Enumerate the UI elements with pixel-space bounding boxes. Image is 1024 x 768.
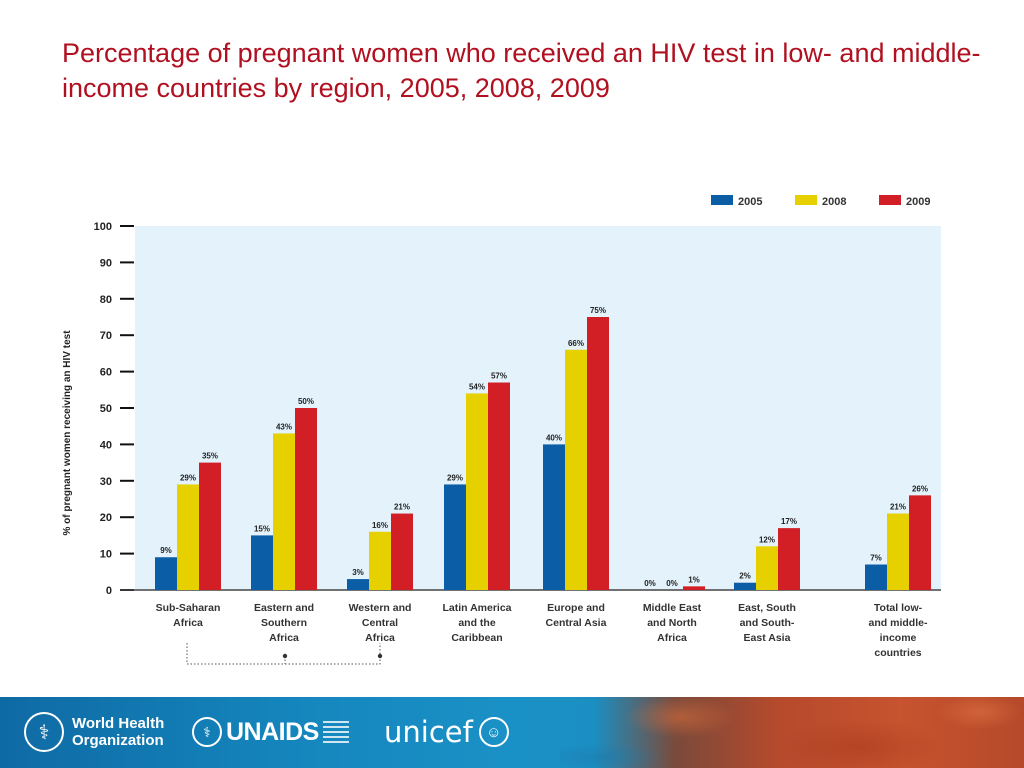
bar-2005 [155, 557, 177, 590]
data-label-2008: 12% [759, 535, 775, 544]
who-logo-line-1: World Health [72, 715, 165, 732]
legend-label-2008: 2008 [822, 196, 846, 208]
bar-2005 [251, 535, 273, 590]
category-label: Total low-and middle-income countries [869, 602, 928, 659]
bar-2009 [587, 317, 609, 590]
bracket-line [186, 643, 381, 665]
bracket-dot [377, 653, 383, 659]
unaids-logo-text: UNAIDS [226, 717, 319, 746]
y-tick-label: 50 [100, 403, 112, 415]
data-label-2005: 7% [870, 554, 882, 563]
who-logo-line-2: Organization [72, 732, 164, 749]
data-label-2005: 2% [739, 572, 751, 581]
category-label: Western and Central Africa [349, 602, 412, 644]
bar-2008 [177, 484, 199, 590]
world-map-texture [560, 697, 1024, 768]
bar-2005 [734, 582, 756, 590]
bar-2008 [273, 433, 295, 590]
data-label-2008: 0% [666, 579, 678, 588]
bar-2009 [391, 513, 413, 590]
y-tick-label: 100 [94, 221, 112, 233]
bracket-dot [282, 653, 288, 659]
data-label-2005: 9% [160, 546, 172, 555]
bar-2008 [369, 531, 391, 590]
unicef-emblem-icon: ☺ [478, 717, 509, 747]
legend-label-2009: 2009 [906, 196, 930, 208]
data-label-2009: 35% [202, 452, 218, 461]
category-label: Middle East and North Africa [643, 602, 702, 644]
data-label-2009: 57% [491, 372, 507, 381]
legend-swatch-2008 [795, 195, 817, 205]
bar-2008 [756, 546, 778, 590]
y-tick-label: 90 [100, 257, 112, 269]
bar-2008 [466, 393, 488, 590]
who-logo: ⚕ World Health Organization [24, 707, 164, 757]
plot-background [135, 226, 941, 590]
category-label: Eastern and Southern Africa [254, 602, 314, 644]
bar-2009 [683, 586, 705, 590]
data-label-2009: 17% [781, 517, 797, 526]
data-label-2009: 26% [912, 484, 928, 493]
unicef-logo: unicef ☺ [384, 707, 509, 757]
unicef-logo-text: unicef [384, 715, 473, 749]
data-label-2005: 0% [644, 579, 656, 588]
who-logo-text: World Health Organization [72, 715, 164, 749]
data-label-2008: 43% [276, 422, 292, 431]
y-axis-label: % of pregnant women receiving an HIV tes… [62, 330, 73, 536]
y-tick-label: 70 [100, 330, 112, 342]
unaids-logo: ⚕ UNAIDS [192, 707, 349, 757]
bar-2008 [565, 349, 587, 590]
bar-chart: 0 10 20 30 40 50 60 70 80 90 100 % of pregnant wome… [62, 195, 941, 665]
legend-swatch-2005 [711, 195, 733, 205]
legend-swatch-2009 [879, 195, 901, 205]
data-label-2009: 75% [590, 306, 606, 315]
chart-title: Percentage of pregnant women who receive… [62, 38, 981, 104]
y-tick-label: 80 [100, 294, 112, 306]
legend-label-2005: 2005 [738, 196, 762, 208]
category-label: East, South and South-East Asia [738, 602, 796, 644]
bar-2009 [199, 462, 221, 590]
y-tick-label: 0 [106, 585, 112, 597]
category-label: Europe and Central Asia [546, 602, 607, 629]
bar-2009 [488, 382, 510, 590]
data-label-2008: 66% [568, 339, 584, 348]
y-tick-label: 20 [100, 512, 112, 524]
y-tick-label: 10 [100, 549, 112, 561]
data-label-2009: 1% [688, 575, 700, 584]
data-label-2008: 29% [180, 473, 196, 482]
bar-2009 [778, 528, 800, 590]
bar-2005 [865, 564, 887, 590]
y-tick-label: 40 [100, 439, 112, 451]
data-label-2005: 3% [352, 568, 364, 577]
data-label-2008: 21% [890, 503, 906, 512]
unaids-emblem-icon: ⚕ [192, 717, 222, 747]
bar-2009 [295, 408, 317, 590]
data-label-2008: 16% [372, 521, 388, 530]
y-tick-label: 60 [100, 367, 112, 379]
footer-banner: ⚕ World Health Organization ⚕ UNAIDS uni… [0, 697, 1024, 768]
data-label-2009: 50% [298, 397, 314, 406]
who-emblem-icon: ⚕ [24, 712, 64, 752]
data-label-2005: 15% [254, 524, 270, 533]
data-label-2008: 54% [469, 382, 485, 391]
bar-2008 [887, 513, 909, 590]
category-label: Latin America and the Caribbean [442, 602, 511, 644]
unaids-cosponsor-text-icon [322, 721, 349, 743]
bar-2005 [543, 444, 565, 590]
bar-2005 [347, 579, 369, 590]
y-tick-label: 30 [100, 476, 112, 488]
data-label-2005: 29% [447, 473, 463, 482]
bar-2005 [444, 484, 466, 590]
category-label: Sub-Saharan Africa [156, 602, 221, 629]
bar-2009 [909, 495, 931, 590]
data-label-2009: 21% [394, 503, 410, 512]
data-label-2005: 40% [546, 433, 562, 442]
